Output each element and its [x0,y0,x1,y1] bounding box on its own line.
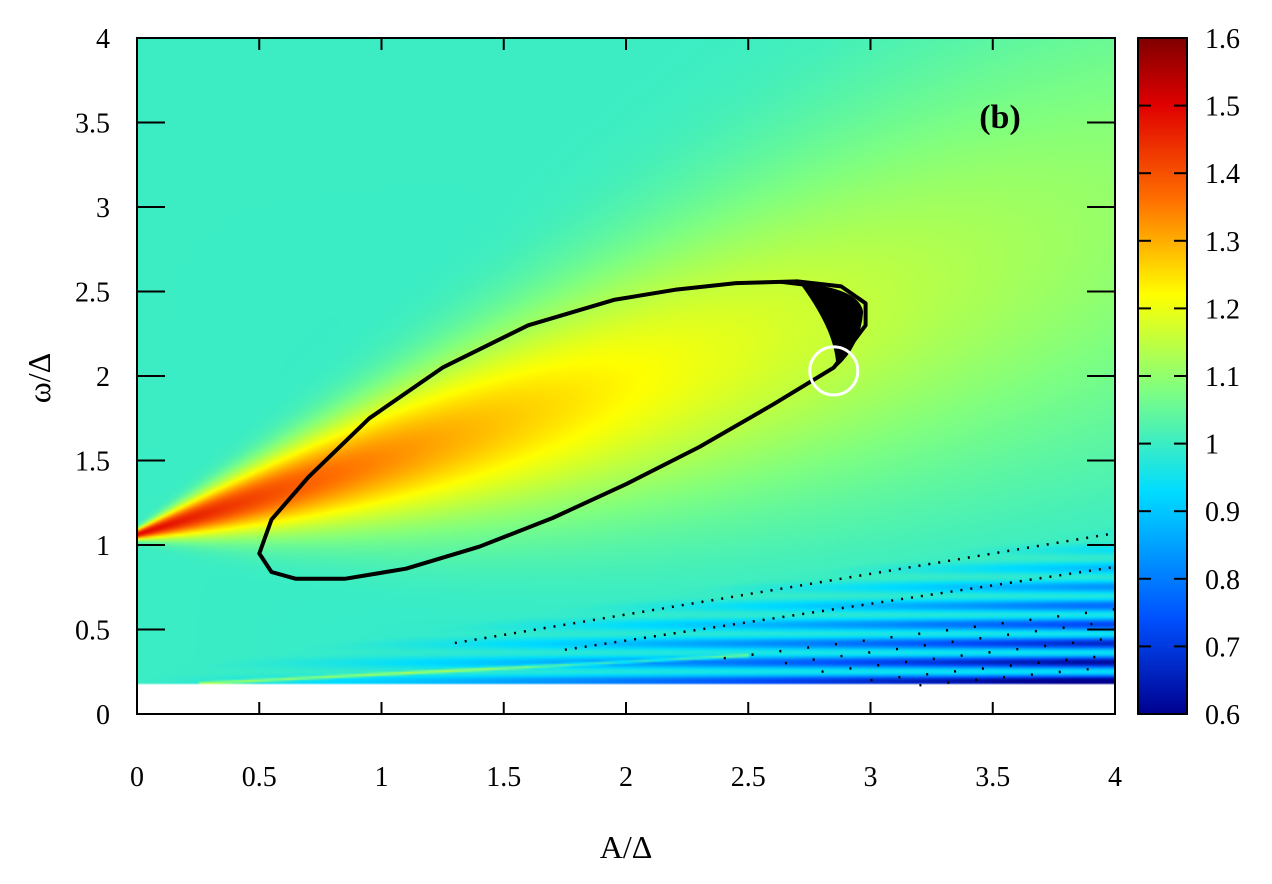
y-axis-label: ω/Δ [21,353,57,404]
y-tick-label: 2 [96,362,110,393]
x-tick-label: 1.5 [486,762,521,793]
y-tick-label: 3.5 [75,109,110,140]
colorbar-tick-label: 1.2 [1205,294,1240,325]
colorbar-tick-label: 1.3 [1205,227,1240,258]
dotted-line [870,653,1116,682]
y-axis: 0 0.5 1 1.5 2 2.5 3 3.5 4 [75,24,1115,731]
colorbar-tick-label: 1.1 [1205,362,1240,393]
colorbar-tick-label: 1.6 [1205,24,1240,55]
highlight-circle [808,345,860,397]
dotted-line [723,607,1116,660]
colorbar-tick-label: 1 [1205,430,1219,461]
colorbar: 0.6 0.7 0.8 0.9 1 1.1 1.2 1.3 1.4 1.5 1.6 [1137,24,1240,731]
x-tick-label: 3.5 [975,762,1010,793]
ellipse-thick-segment [760,281,864,368]
x-tick-label: 3 [864,762,878,793]
plot-area [136,37,1116,715]
dotted-line [821,636,1116,673]
dotted-line [784,619,1116,665]
heatmap-image [137,38,1115,700]
colorbar-tick-label: 0.9 [1205,497,1240,528]
x-tick-label: 0.5 [242,762,277,793]
dotted-line [919,665,1116,687]
x-axis: 0 0.5 1 1.5 2 2.5 3 3.5 4 [130,38,1122,793]
x-tick-label: 0 [130,762,144,793]
y-tick-label: 0.5 [75,616,110,647]
x-tick-label: 1 [375,762,389,793]
dotted-line [454,531,1116,645]
y-tick-label: 1 [96,531,110,562]
y-tick-label: 0 [96,700,110,731]
x-tick-label: 2.5 [731,762,766,793]
colorbar-tick-label: 0.6 [1205,700,1240,731]
x-tick-label: 2 [619,762,633,793]
x-axis-label: A/Δ [600,829,653,865]
resonance-ellipse [257,279,868,581]
plot-frame [136,37,1116,715]
colorbar-tick-label: 0.7 [1205,632,1240,663]
y-tick-label: 1.5 [75,447,110,478]
y-tick-label: 4 [96,24,110,55]
panel-label: (b) [979,99,1021,136]
y-tick-label: 2.5 [75,278,110,309]
colorbar-tick-label: 0.8 [1205,565,1240,596]
x-tick-label: 4 [1108,762,1122,793]
y-tick-label: 3 [96,193,110,224]
colorbar-tick-label: 1.4 [1205,159,1240,190]
colorbar-tick-label: 1.5 [1205,92,1240,123]
